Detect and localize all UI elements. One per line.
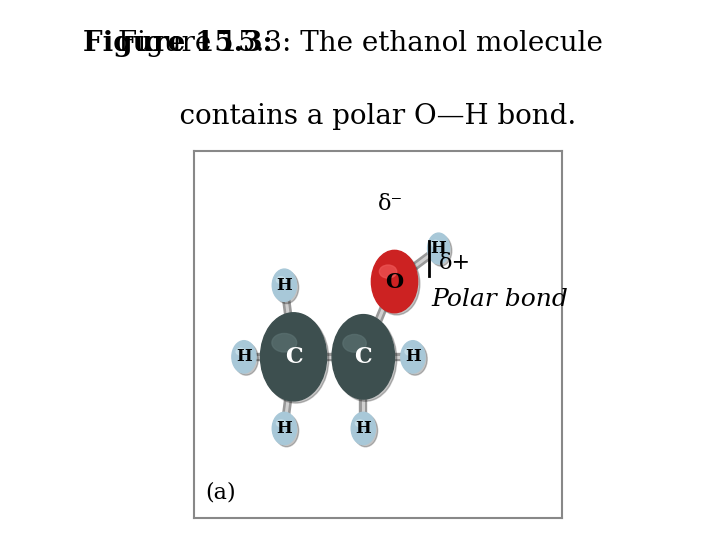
Text: Figure 15.3: The ethanol molecule: Figure 15.3: The ethanol molecule	[117, 30, 603, 57]
Text: H: H	[356, 420, 372, 437]
Text: O: O	[385, 272, 404, 292]
Ellipse shape	[351, 412, 375, 444]
Ellipse shape	[403, 343, 427, 375]
Text: H: H	[405, 348, 420, 366]
Text: contains a polar O—H bond.: contains a polar O—H bond.	[144, 103, 576, 130]
Ellipse shape	[274, 415, 299, 447]
Ellipse shape	[276, 276, 286, 284]
Ellipse shape	[332, 315, 395, 399]
Ellipse shape	[374, 253, 420, 315]
Ellipse shape	[234, 343, 258, 375]
Text: H: H	[276, 276, 292, 294]
Ellipse shape	[405, 348, 414, 355]
Ellipse shape	[431, 240, 440, 247]
Ellipse shape	[272, 334, 297, 352]
Ellipse shape	[272, 412, 297, 444]
Text: (a): (a)	[205, 482, 236, 504]
Ellipse shape	[272, 269, 297, 301]
Ellipse shape	[263, 315, 329, 403]
Text: Figure 15.3:: Figure 15.3:	[83, 30, 272, 57]
Text: C: C	[284, 346, 302, 368]
Text: δ+: δ+	[438, 252, 471, 274]
Ellipse shape	[236, 348, 245, 355]
Ellipse shape	[276, 420, 286, 427]
Ellipse shape	[372, 251, 418, 313]
Text: C: C	[354, 346, 372, 368]
Text: H: H	[236, 348, 252, 366]
Ellipse shape	[343, 334, 366, 352]
Ellipse shape	[428, 233, 449, 264]
Text: H: H	[276, 420, 292, 437]
Ellipse shape	[401, 341, 425, 373]
Ellipse shape	[232, 341, 256, 373]
Text: Polar bond: Polar bond	[431, 288, 568, 312]
Ellipse shape	[379, 265, 397, 278]
Ellipse shape	[430, 235, 452, 266]
Ellipse shape	[261, 313, 327, 401]
Text: H: H	[431, 240, 446, 257]
Ellipse shape	[334, 317, 397, 401]
Ellipse shape	[354, 415, 377, 447]
Text: δ⁻: δ⁻	[378, 193, 403, 215]
Ellipse shape	[356, 420, 364, 427]
Ellipse shape	[274, 271, 299, 303]
